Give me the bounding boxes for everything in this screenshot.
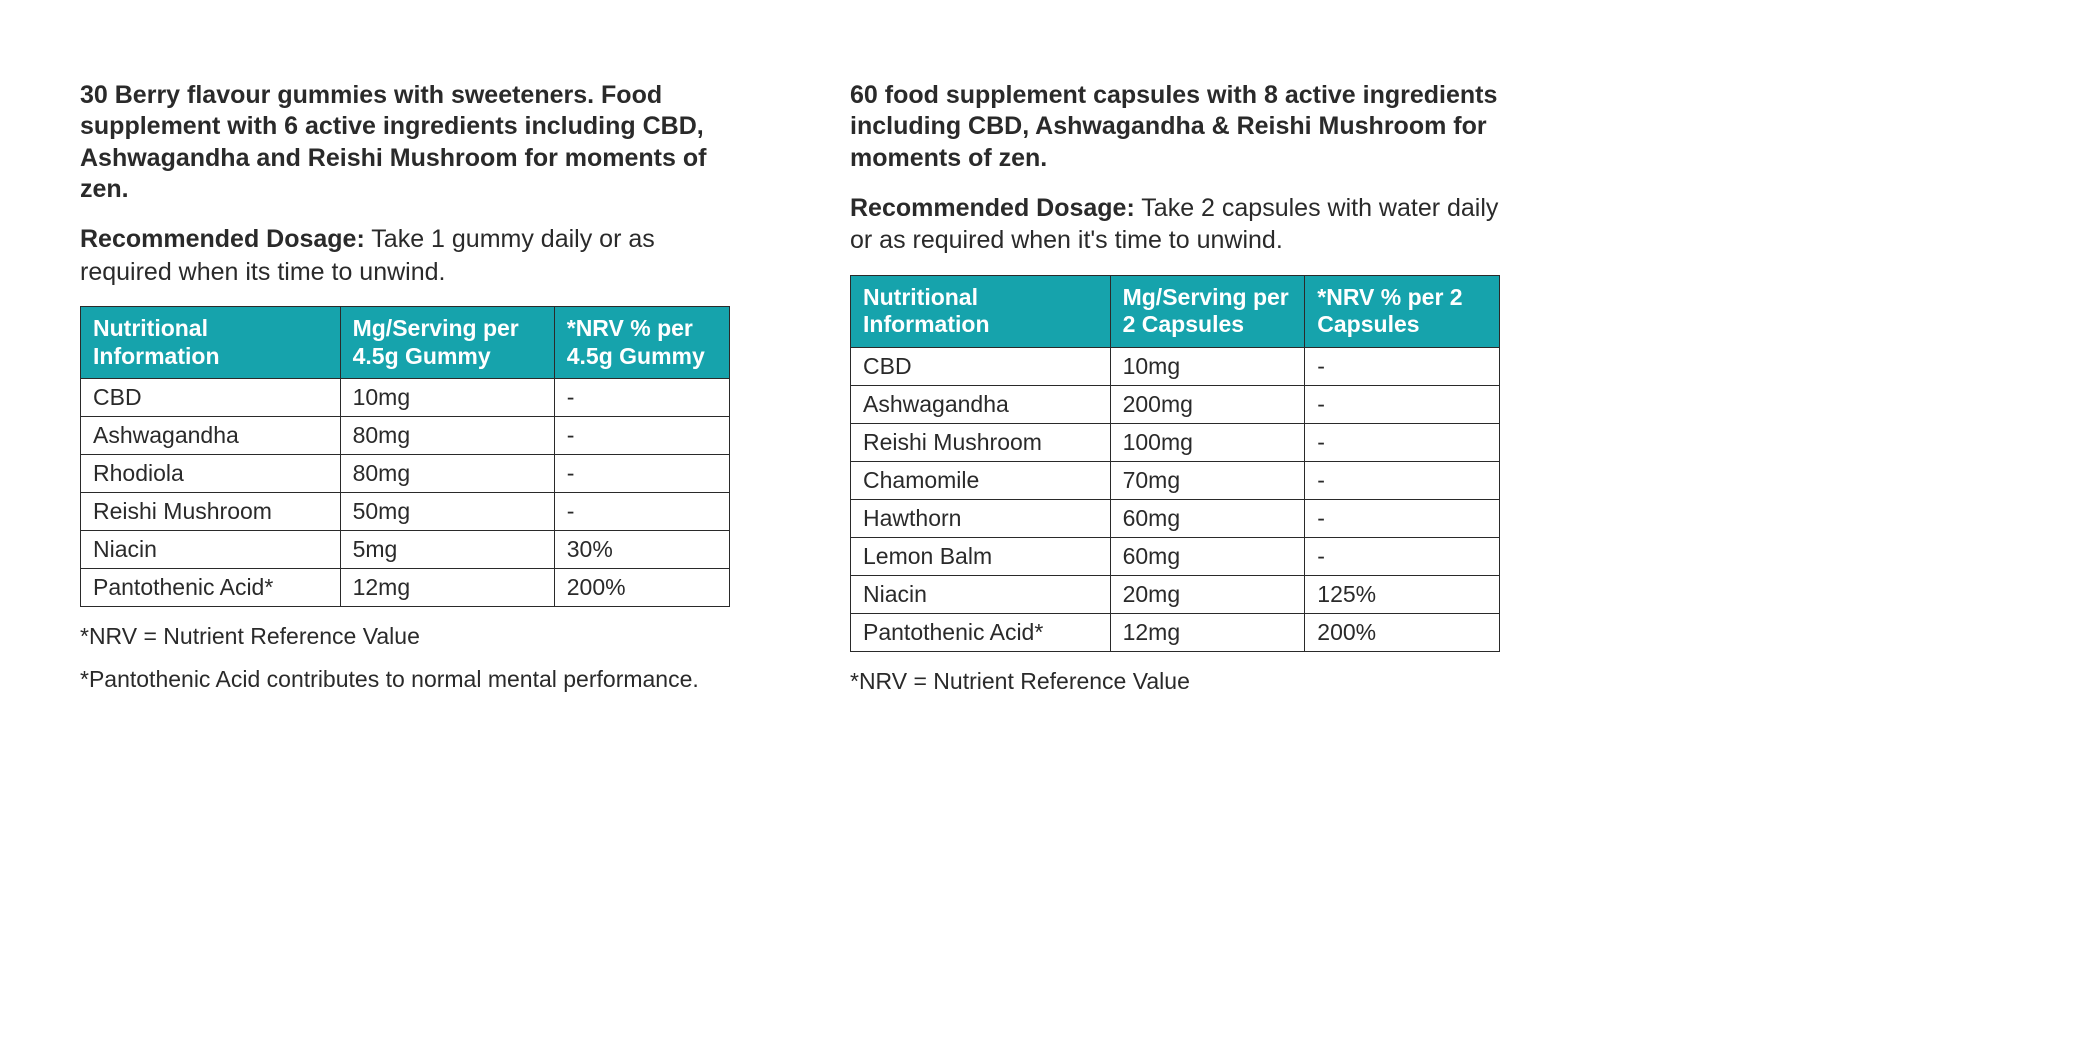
table-cell: Reishi Mushroom [81,493,341,531]
table-cell: 100mg [1110,423,1305,461]
table-cell: - [554,417,729,455]
table-row: Reishi Mushroom50mg- [81,493,730,531]
table-cell: CBD [851,347,1111,385]
right-nutrition-table: Nutritional Information Mg/Serving per 2… [850,275,1500,652]
table-row: Lemon Balm60mg- [851,537,1500,575]
table-cell: 80mg [340,455,554,493]
table-cell: 5mg [340,531,554,569]
col-header: Mg/Serving per 4.5g Gummy [340,307,554,379]
table-cell: 20mg [1110,575,1305,613]
col-header: Mg/Serving per 2 Capsules [1110,275,1305,347]
table-row: Chamomile70mg- [851,461,1500,499]
table-cell: 12mg [1110,613,1305,651]
table-cell: Niacin [81,531,341,569]
left-intro: 30 Berry flavour gummies with sweeteners… [80,80,730,205]
table-cell: 125% [1305,575,1500,613]
table-cell: Reishi Mushroom [851,423,1111,461]
table-cell: 50mg [340,493,554,531]
table-header-row: Nutritional Information Mg/Serving per 2… [851,275,1500,347]
table-row: CBD10mg- [81,379,730,417]
col-header: *NRV % per 4.5g Gummy [554,307,729,379]
col-header: Nutritional Information [81,307,341,379]
table-row: Reishi Mushroom100mg- [851,423,1500,461]
left-nutrition-table: Nutritional Information Mg/Serving per 4… [80,306,730,607]
table-cell: - [554,455,729,493]
right-dosage-label: Recommended Dosage: [850,194,1135,222]
table-row: Niacin5mg30% [81,531,730,569]
table-row: Rhodiola80mg- [81,455,730,493]
table-cell: Pantothenic Acid* [81,569,341,607]
table-cell: - [1305,347,1500,385]
table-cell: 200% [1305,613,1500,651]
table-cell: 12mg [340,569,554,607]
table-cell: 70mg [1110,461,1305,499]
footnote: *NRV = Nutrient Reference Value [80,621,730,652]
table-cell: 10mg [340,379,554,417]
right-dosage: Recommended Dosage: Take 2 capsules with… [850,192,1500,257]
table-row: Ashwagandha200mg- [851,385,1500,423]
table-cell: - [1305,423,1500,461]
table-cell: 80mg [340,417,554,455]
table-cell: 60mg [1110,499,1305,537]
left-panel: 30 Berry flavour gummies with sweeteners… [80,80,730,697]
table-cell: Ashwagandha [851,385,1111,423]
table-cell: Hawthorn [851,499,1111,537]
table-header-row: Nutritional Information Mg/Serving per 4… [81,307,730,379]
table-cell: Lemon Balm [851,537,1111,575]
table-cell: Ashwagandha [81,417,341,455]
table-row: Pantothenic Acid*12mg200% [81,569,730,607]
table-row: CBD10mg- [851,347,1500,385]
table-cell: - [1305,385,1500,423]
table-row: Hawthorn60mg- [851,499,1500,537]
table-cell: Pantothenic Acid* [851,613,1111,651]
left-dosage-label: Recommended Dosage: [80,225,365,253]
footnote: *Pantothenic Acid contributes to normal … [80,664,730,695]
col-header: *NRV % per 2 Capsules [1305,275,1500,347]
footnote: *NRV = Nutrient Reference Value [850,666,1500,697]
table-cell: Chamomile [851,461,1111,499]
table-cell: 200mg [1110,385,1305,423]
table-cell: - [1305,499,1500,537]
table-cell: - [1305,461,1500,499]
right-panel: 60 food supplement capsules with 8 activ… [850,80,1500,697]
right-intro: 60 food supplement capsules with 8 activ… [850,80,1500,174]
table-cell: 30% [554,531,729,569]
table-cell: Rhodiola [81,455,341,493]
table-cell: - [1305,537,1500,575]
table-row: Pantothenic Acid*12mg200% [851,613,1500,651]
table-cell: CBD [81,379,341,417]
table-cell: 200% [554,569,729,607]
table-cell: 60mg [1110,537,1305,575]
table-cell: Niacin [851,575,1111,613]
table-row: Ashwagandha80mg- [81,417,730,455]
table-cell: - [554,379,729,417]
col-header: Nutritional Information [851,275,1111,347]
table-cell: - [554,493,729,531]
table-cell: 10mg [1110,347,1305,385]
left-dosage: Recommended Dosage: Take 1 gummy daily o… [80,223,730,288]
table-row: Niacin20mg125% [851,575,1500,613]
